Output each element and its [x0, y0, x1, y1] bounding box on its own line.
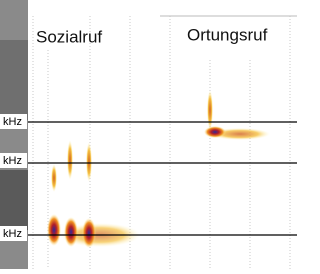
- left-label: Sozialruf: [36, 27, 102, 46]
- image-edge: [0, 40, 28, 120]
- image-edge: [0, 170, 28, 230]
- spectrogram-figure: kHz kHz kHz Sozialruf Ortungsruf: [0, 0, 297, 269]
- axis-label: kHz: [3, 228, 22, 240]
- axis-label: kHz: [3, 155, 22, 167]
- axis-label: kHz: [3, 116, 22, 128]
- right-label: Ortungsruf: [187, 25, 268, 44]
- page: kHz kHz kHz Sozialruf Ortungsruf (() => …: [0, 0, 297, 269]
